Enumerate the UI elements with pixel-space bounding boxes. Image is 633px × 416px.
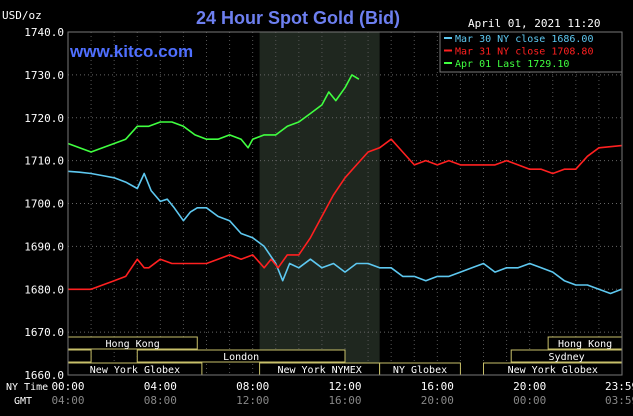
y-tick-label: 1690.0 bbox=[24, 240, 64, 253]
series-line-3 bbox=[67, 74, 360, 153]
legend-entry: Mar 31 NY close 1708.80 bbox=[455, 47, 593, 58]
plot-frame bbox=[67, 31, 623, 376]
session-label: New York Globex bbox=[90, 365, 180, 376]
legend: Mar 30 NY close 1686.00 Mar 31 NY close 1… bbox=[439, 31, 623, 73]
series-line-1 bbox=[67, 170, 622, 295]
gmt-row-label: GMT bbox=[14, 396, 32, 407]
gmt-tick-label: 08:00 bbox=[144, 394, 177, 407]
gmt-tick-label: 20:00 bbox=[421, 394, 454, 407]
session-box-frame bbox=[67, 349, 92, 363]
y-tick-label: 1730.0 bbox=[24, 69, 64, 82]
gmt-tick-label: 16:00 bbox=[328, 394, 361, 407]
x-tick-label: 12:00 bbox=[328, 380, 361, 393]
y-tick-label: 1670.0 bbox=[24, 326, 64, 339]
legend-entry: Apr 01 Last 1729.10 bbox=[455, 59, 569, 70]
gmt-tick-label: 12:00 bbox=[236, 394, 269, 407]
y-tick-label: 1720.0 bbox=[24, 112, 64, 125]
y-tick-label: 1710.0 bbox=[24, 155, 64, 168]
x-tick-label: 04:00 bbox=[144, 380, 177, 393]
series-line-2 bbox=[68, 138, 622, 291]
brand-watermark[interactable]: www.kitco.com bbox=[69, 42, 193, 61]
chart-date: April 01, 2021 11:20 bbox=[468, 17, 600, 30]
x-tick-label: 23:59 bbox=[605, 380, 633, 393]
gmt-tick-label: 04:00 bbox=[51, 394, 84, 407]
y-tick-label: 1680.0 bbox=[24, 283, 64, 296]
session-box-frame bbox=[136, 349, 346, 363]
nymex-session-band bbox=[259, 32, 380, 375]
legend-box bbox=[439, 31, 623, 73]
session-box: Hong Kong bbox=[547, 336, 623, 350]
gmt-tick-label: 03:59 bbox=[605, 394, 633, 407]
x-tick-label: 08:00 bbox=[236, 380, 269, 393]
y-tick-label: 1740.0 bbox=[24, 26, 64, 39]
session-box: London bbox=[136, 349, 346, 363]
session-label: NY Globex bbox=[393, 365, 447, 376]
x-tick-label: 20:00 bbox=[513, 380, 546, 393]
x-tick-label: 00:00 bbox=[51, 380, 84, 393]
session-label: Hong Kong bbox=[106, 339, 160, 350]
session-box: Sydney bbox=[510, 349, 623, 363]
session-label: London bbox=[223, 352, 259, 363]
legend-entry: Mar 30 NY close 1686.00 bbox=[455, 34, 593, 45]
y-tick-label: 1660.0 bbox=[24, 369, 64, 382]
session-box: New York Globex bbox=[483, 362, 623, 376]
session-label: Sydney bbox=[549, 352, 585, 363]
gmt-tick-label: 00:00 bbox=[513, 394, 546, 407]
y-tick-label: 1700.0 bbox=[24, 198, 64, 211]
ny-time-row-label: NY Time bbox=[6, 382, 48, 393]
session-box: NY Globex bbox=[379, 362, 461, 376]
session-label: Hong Kong bbox=[558, 339, 612, 350]
x-tick-label: 16:00 bbox=[421, 380, 454, 393]
session-box: New York Globex bbox=[67, 362, 203, 376]
session-box bbox=[67, 349, 92, 363]
y-unit-label: USD/oz bbox=[2, 9, 42, 22]
session-box: Hong Kong bbox=[67, 336, 198, 350]
session-box: New York NYMEX bbox=[259, 362, 381, 376]
chart-title: 24 Hour Spot Gold (Bid) bbox=[196, 8, 400, 28]
session-label: New York NYMEX bbox=[277, 365, 361, 376]
session-label: New York Globex bbox=[508, 365, 598, 376]
